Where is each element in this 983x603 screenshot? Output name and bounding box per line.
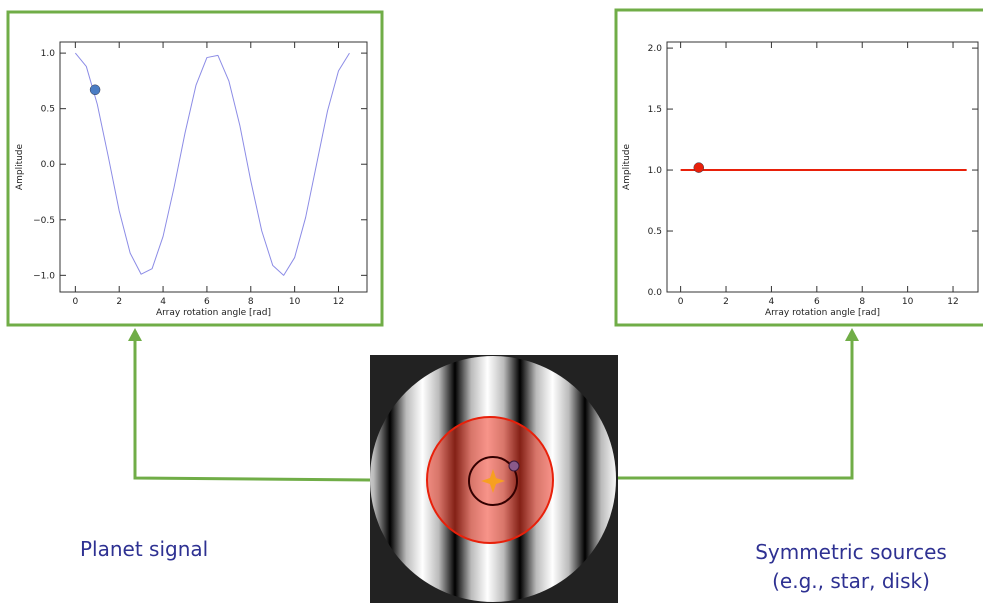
frame [8,12,382,325]
x-tick-label: 0 [678,297,684,307]
y-tick-label: −0.5 [33,216,55,226]
x-tick-label: 0 [72,297,78,307]
x-axis-label: Array rotation angle [rad] [156,308,271,318]
y-axis-label: Amplitude [622,143,632,190]
x-tick-label: 12 [947,297,958,307]
x-tick-label: 10 [902,297,914,307]
data-line [75,53,349,275]
planet [509,461,519,471]
y-tick-label: 2.0 [648,44,663,54]
arrow-heads [128,328,859,341]
x-tick-label: 10 [289,297,301,307]
data-point [90,85,100,95]
data-point [694,163,704,173]
x-axis-label: Array rotation angle [rad] [765,308,880,318]
x-tick-label: 2 [723,297,729,307]
x-tick-label: 4 [769,297,775,307]
y-tick-label: 1.0 [41,49,56,59]
y-axis-label: Amplitude [15,143,25,190]
y-tick-label: 0.5 [648,227,662,237]
y-tick-label: −1.0 [33,271,55,281]
y-tick-label: 0.0 [41,160,56,170]
x-tick-label: 4 [160,297,166,307]
x-tick-label: 8 [248,297,254,307]
y-tick-label: 1.0 [648,166,663,176]
y-tick-label: 1.5 [648,105,662,115]
plot-frame [60,42,367,292]
x-tick-label: 12 [333,297,344,307]
y-tick-label: 0.0 [648,288,663,298]
x-tick-label: 2 [116,297,122,307]
symmetric-label: (e.g., star, disk) [772,569,930,593]
diagram: Planet signal Symmetric sources (e.g., s… [0,0,983,603]
symmetric-label: Symmetric sources [755,540,947,564]
frame [616,10,983,325]
plot-frame [667,42,978,292]
y-tick-label: 0.5 [41,105,55,115]
x-tick-label: 8 [859,297,865,307]
planet-label: Planet signal [80,537,208,561]
x-tick-label: 6 [814,297,820,307]
x-tick-label: 6 [204,297,210,307]
